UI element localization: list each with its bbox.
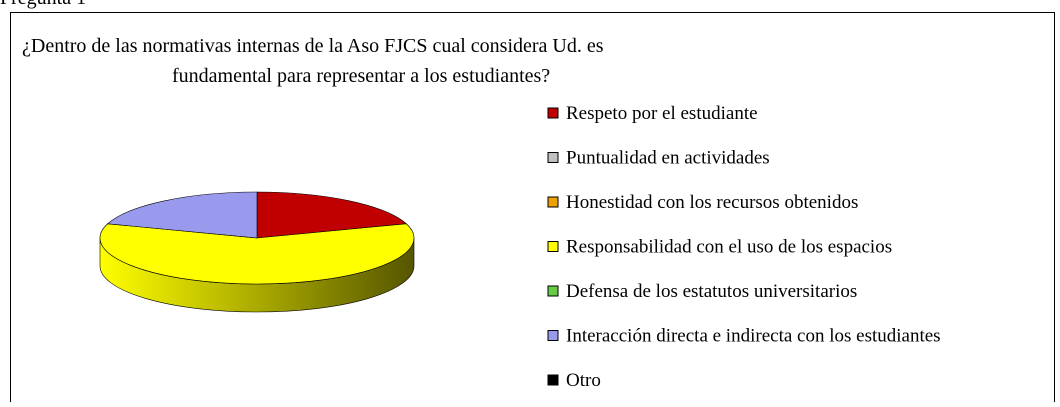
legend-swatch <box>547 241 559 252</box>
chart-frame <box>10 12 1055 402</box>
legend-label: Honestidad con los recursos obtenidos <box>566 192 858 213</box>
pie-slice <box>106 191 258 239</box>
legend-swatch <box>547 107 559 119</box>
pie-slice <box>256 191 408 239</box>
chart-title: fundamental para representar a los estud… <box>172 65 550 87</box>
legend-label: Puntualidad en actividades <box>566 148 770 169</box>
legend-swatch <box>547 374 559 386</box>
page-header: Pregunta 1 <box>0 0 86 9</box>
legend-label: Responsabilidad con el uso de los espaci… <box>566 237 892 258</box>
legend-swatch <box>547 196 559 208</box>
legend-swatch <box>547 152 559 163</box>
legend-label: Interacción directa e indirecta con los … <box>566 326 941 347</box>
legend-label: Defensa de los estatutos universitarios <box>566 281 857 302</box>
legend-swatch <box>547 330 559 341</box>
legend-label: Otro <box>566 370 601 391</box>
chart-title: ¿Dentro de las normativas internas de la… <box>22 35 604 57</box>
pie-slice <box>99 223 415 285</box>
legend-label: Respeto por el estudiante <box>566 103 758 124</box>
legend-swatch <box>547 285 559 297</box>
